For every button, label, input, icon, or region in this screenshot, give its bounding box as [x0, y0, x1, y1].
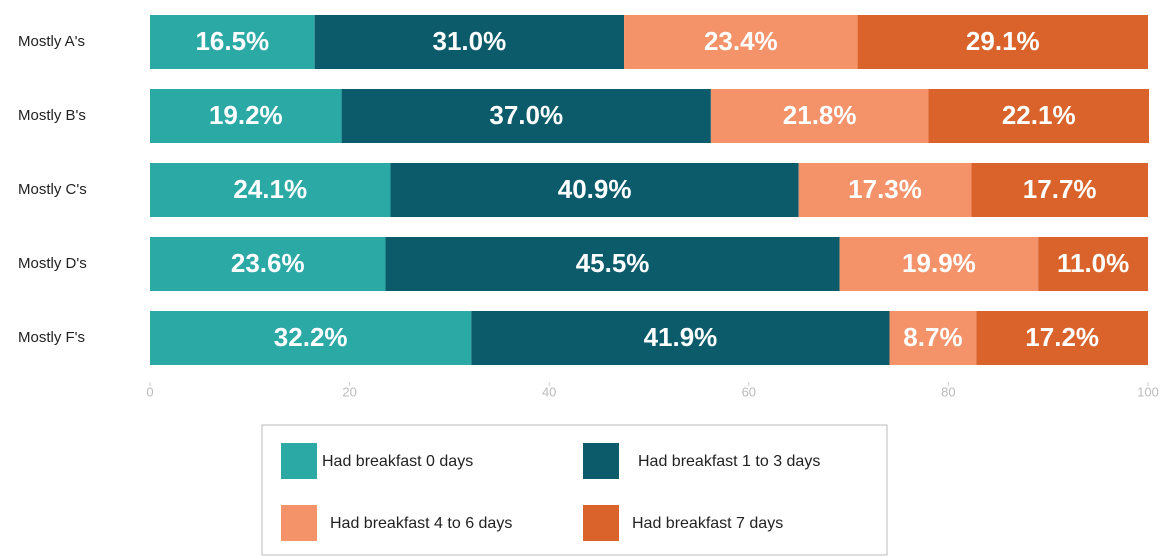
bar-segment: [928, 89, 1149, 143]
data-label: 19.2%: [209, 100, 283, 130]
data-label: 22.1%: [1002, 100, 1076, 130]
legend-swatch: [281, 443, 317, 479]
legend-box: [261, 424, 888, 556]
category-label: Mostly D's: [18, 255, 87, 272]
data-label: 23.6%: [231, 248, 305, 278]
legend-swatch: [583, 505, 619, 541]
data-label: 8.7%: [903, 322, 962, 352]
x-tick-label: 100: [1137, 384, 1159, 399]
data-label: 41.9%: [644, 322, 718, 352]
category-label: Mostly A's: [18, 33, 85, 50]
data-label: 17.2%: [1025, 322, 1099, 352]
bar-segment: [798, 163, 972, 217]
bar-segment: [889, 311, 977, 365]
bar-segment: [976, 311, 1148, 365]
legend-swatch: [281, 505, 317, 541]
bar-segment: [857, 15, 1148, 69]
data-label: 23.4%: [704, 26, 778, 56]
x-tick-label: 0: [146, 384, 153, 399]
bar-segment: [150, 237, 386, 291]
bar-segment: [314, 15, 625, 69]
bar-segment: [150, 89, 342, 143]
data-label: 40.9%: [558, 174, 632, 204]
data-label: 21.8%: [783, 100, 857, 130]
bar-segment: [341, 89, 711, 143]
bar-segment: [471, 311, 890, 365]
data-label: 11.0%: [1057, 248, 1129, 278]
legend-label: Had breakfast 0 days: [322, 453, 473, 470]
bar-segment: [971, 163, 1148, 217]
legend-swatch: [583, 443, 619, 479]
legend-label: Had breakfast 7 days: [632, 515, 783, 532]
legend-label: Had breakfast 1 to 3 days: [638, 453, 820, 470]
category-label: Mostly F's: [18, 329, 85, 346]
legend-label: Had breakfast 4 to 6 days: [330, 515, 512, 532]
data-label: 19.9%: [902, 248, 976, 278]
x-tick-label: 40: [542, 384, 556, 399]
bar-segment: [390, 163, 799, 217]
data-label: 31.0%: [432, 26, 506, 56]
bar-segment: [710, 89, 929, 143]
x-tick-label: 20: [342, 384, 356, 399]
bar-segment: [150, 311, 472, 365]
data-label: 24.1%: [233, 174, 307, 204]
data-label: 45.5%: [576, 248, 650, 278]
data-label: 17.3%: [848, 174, 922, 204]
data-label: 32.2%: [274, 322, 348, 352]
data-label: 37.0%: [489, 100, 563, 130]
bar-segment: [150, 163, 391, 217]
data-label: 17.7%: [1023, 174, 1097, 204]
data-label: 29.1%: [966, 26, 1040, 56]
bar-segment: [839, 237, 1039, 291]
x-tick-label: 80: [941, 384, 955, 399]
bar-segment: [624, 15, 858, 69]
category-label: Mostly B's: [18, 107, 86, 124]
bar-segment: [385, 237, 840, 291]
data-label: 16.5%: [195, 26, 269, 56]
category-label: Mostly C's: [18, 181, 87, 198]
bar-segment: [1038, 237, 1148, 291]
bar-segment: [150, 15, 315, 69]
x-tick-label: 60: [742, 384, 756, 399]
